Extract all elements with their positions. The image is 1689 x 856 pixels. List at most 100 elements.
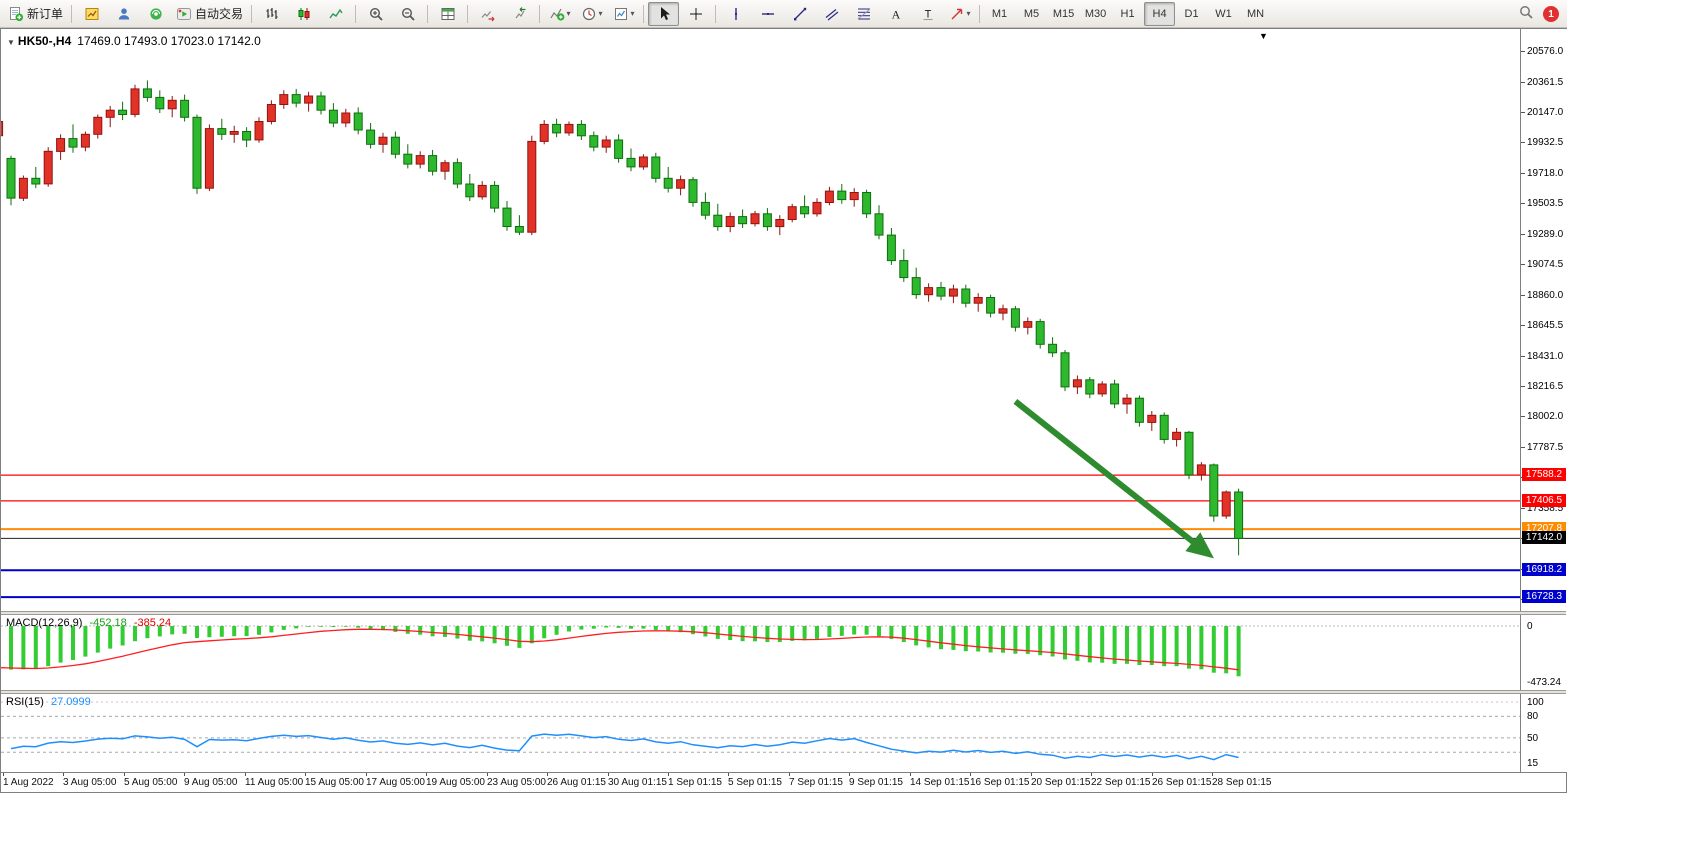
time-tick-mark <box>849 773 850 776</box>
candle <box>1221 490 1231 519</box>
candle <box>936 281 946 301</box>
candle <box>1072 375 1082 394</box>
candle <box>1 121 4 137</box>
macd-bar <box>864 626 869 635</box>
rsi-panel-canvas[interactable] <box>1 694 1520 772</box>
crosshair-button[interactable] <box>680 2 711 26</box>
price-tick-mark <box>1521 325 1525 326</box>
draw-vline-button[interactable] <box>720 2 751 26</box>
candle <box>539 120 549 145</box>
macd-bar <box>21 626 26 670</box>
macd-bar <box>505 626 509 646</box>
candle <box>800 195 810 218</box>
draw-hline-button[interactable] <box>752 2 783 26</box>
toolbar-separator <box>427 4 429 23</box>
macd-bar <box>467 626 472 641</box>
chart-shift-button[interactable] <box>504 2 535 26</box>
candle <box>986 294 996 318</box>
macd-bar <box>1162 626 1167 667</box>
draw-fibonacci-button[interactable] <box>848 2 879 26</box>
bar-chart-mode-button[interactable] <box>256 2 287 26</box>
timeframe-h1-button[interactable]: H1 <box>1112 2 1143 26</box>
candle <box>700 192 710 220</box>
candle <box>552 118 562 138</box>
draw-hline-icon <box>760 6 776 22</box>
time-tick-mark <box>426 773 427 776</box>
draw-channel-button[interactable] <box>816 2 847 26</box>
indicators-button[interactable]: ▾ <box>544 2 575 26</box>
macd-bar <box>381 626 385 631</box>
candle <box>477 181 487 200</box>
timeframe-m1-button[interactable]: M1 <box>984 2 1015 26</box>
macd-bar <box>790 626 795 641</box>
macd-bar <box>988 626 993 653</box>
new-order-button[interactable]: 新订单 <box>4 2 67 26</box>
macd-indicator-label: MACD(12,26,9) -452.18 -385.24 <box>6 617 171 629</box>
draw-text-button[interactable]: A <box>880 2 911 26</box>
macd-bar <box>83 626 88 657</box>
time-tick-mark <box>910 773 911 776</box>
line-chart-mode-button[interactable] <box>320 2 351 26</box>
draw-trendline-button[interactable] <box>784 2 815 26</box>
periods-button[interactable]: ▾ <box>576 2 607 26</box>
macd-panel-canvas[interactable] <box>1 615 1520 690</box>
price-chart-canvas[interactable] <box>1 31 1520 611</box>
candle <box>403 144 413 169</box>
candlestick-mode-button[interactable] <box>288 2 319 26</box>
candle <box>614 134 624 163</box>
draw-channel-icon <box>824 6 840 22</box>
chart-shift-icon <box>512 6 528 22</box>
candle <box>1184 430 1194 480</box>
time-tick-mark <box>487 773 488 776</box>
timeframe-mn-button[interactable]: MN <box>1240 2 1271 26</box>
macd-bar <box>1174 626 1179 667</box>
time-axis-label: 1 Sep 01:15 <box>668 777 722 788</box>
candle <box>428 149 438 176</box>
time-tick-mark <box>366 773 367 776</box>
zoom-in-button[interactable] <box>360 2 391 26</box>
price-tick-label: 18002.0 <box>1527 411 1564 422</box>
macd-bar <box>1112 626 1117 664</box>
new-chart-button[interactable] <box>76 2 107 26</box>
timeframe-m5-button[interactable]: M5 <box>1016 2 1047 26</box>
time-tick-mark <box>1212 773 1213 776</box>
cursor-button[interactable] <box>648 1 680 26</box>
candle <box>18 175 28 201</box>
rsi-axis-label: 50 <box>1527 733 1539 744</box>
price-tick-mark <box>1521 51 1525 52</box>
templates-button[interactable]: ▾ <box>608 2 639 26</box>
timeframe-h4-button[interactable]: H4 <box>1144 1 1176 26</box>
macd-bar <box>219 626 224 637</box>
candle <box>911 267 921 299</box>
candle <box>43 147 53 187</box>
macd-bar <box>46 626 51 667</box>
alerts-button[interactable] <box>140 2 171 26</box>
macd-bar <box>257 626 261 635</box>
zoom-out-button[interactable] <box>392 2 423 26</box>
time-axis-border <box>1 772 1566 773</box>
timeframe-d1-button[interactable]: D1 <box>1176 2 1207 26</box>
macd-axis-min: -473.24 <box>1527 677 1561 688</box>
one-click-trading-collapse-icon[interactable]: ▼ <box>7 38 15 47</box>
candle <box>93 114 103 139</box>
time-axis-label: 16 Sep 01:15 <box>970 777 1030 788</box>
auto-scroll-button[interactable] <box>472 2 503 26</box>
macd-panel-splitter[interactable] <box>1 611 1566 615</box>
macd-bar <box>963 626 968 652</box>
auto-trading-button[interactable]: 自动交易 <box>172 2 247 26</box>
search-icon[interactable] <box>1518 4 1534 25</box>
price-scale[interactable]: 20576.0 20361.5 20147.0 19932.5 19718.0 19503… <box>1520 29 1567 772</box>
draw-arrows-button[interactable]: ▾ <box>944 2 975 26</box>
chart-shift-marker-icon[interactable]: ▼ <box>1259 31 1268 41</box>
timeframe-m30-button[interactable]: M30 <box>1080 2 1111 26</box>
timeframe-m15-button[interactable]: M15 <box>1048 2 1079 26</box>
macd-bar <box>145 626 150 639</box>
time-axis[interactable]: 1 Aug 2022 3 Aug 05:00 5 Aug 05:00 9 Aug 05… <box>1 773 1566 792</box>
draw-label-button[interactable]: T <box>912 2 943 26</box>
tile-windows-button[interactable] <box>432 2 463 26</box>
time-axis-label: 26 Sep 01:15 <box>1152 777 1212 788</box>
timeframe-w1-button[interactable]: W1 <box>1208 2 1239 26</box>
profiles-button[interactable] <box>108 2 139 26</box>
rsi-panel-splitter[interactable] <box>1 690 1566 694</box>
notification-badge[interactable]: 1 <box>1543 6 1559 22</box>
